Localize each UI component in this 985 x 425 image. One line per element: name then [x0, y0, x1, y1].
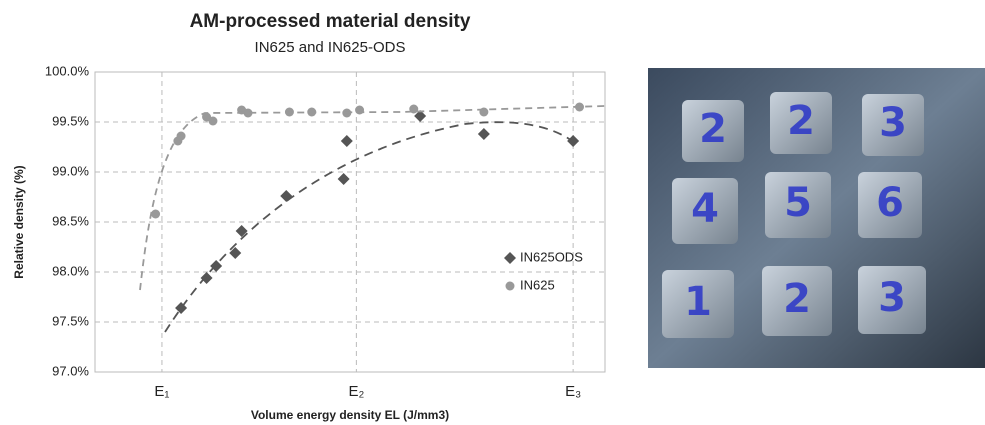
y-tick-label: 100.0% [45, 63, 90, 78]
photo: 2 2 3 4 5 6 1 2 3 [648, 68, 985, 368]
cube-label: 5 [784, 180, 812, 226]
point [341, 135, 353, 147]
point [478, 128, 490, 140]
point [280, 190, 292, 202]
cube-label: 2 [787, 98, 815, 144]
point [208, 117, 217, 126]
y-tick-label: 99.0% [52, 163, 89, 178]
y-tick-label: 97.0% [52, 363, 89, 378]
legend-marker [506, 282, 515, 291]
cube-label: 3 [879, 100, 907, 146]
cube-label: 2 [699, 106, 727, 152]
y-axis-label: Relative density (%) [12, 165, 26, 278]
y-tick-label: 98.0% [52, 263, 89, 278]
trendline [165, 122, 575, 332]
legend-marker [504, 252, 516, 264]
legend-label: IN625ODS [520, 249, 583, 264]
point [151, 210, 160, 219]
cube-label: 6 [876, 180, 904, 226]
cube-label: 1 [684, 279, 712, 325]
x-tick-label: E₃ [565, 383, 581, 400]
chart: AM-processed material density IN625 and … [0, 0, 985, 425]
legend-label: IN625 [520, 277, 555, 292]
plot-area: 97.0% 97.5% 98.0% 98.5% 99.0% 99.5% 100.0% E₁ E₂… [45, 63, 605, 400]
y-tick-label: 99.5% [52, 113, 89, 128]
point [355, 106, 364, 115]
cube-label: 2 [783, 276, 811, 322]
chart-title: AM-processed material density [190, 11, 471, 32]
x-tick-label: E₁ [154, 383, 169, 400]
cube-label: 3 [878, 275, 906, 321]
x-tick-label: E₂ [348, 383, 364, 400]
y-tick-label: 98.5% [52, 213, 89, 228]
chart-subtitle: IN625 and IN625-ODS [255, 39, 406, 56]
point [338, 173, 350, 185]
x-axis-label: Volume energy density EL (J/mm3) [251, 408, 449, 422]
y-tick-label: 97.5% [52, 313, 89, 328]
point [201, 272, 213, 284]
cube-label: 4 [691, 186, 719, 232]
